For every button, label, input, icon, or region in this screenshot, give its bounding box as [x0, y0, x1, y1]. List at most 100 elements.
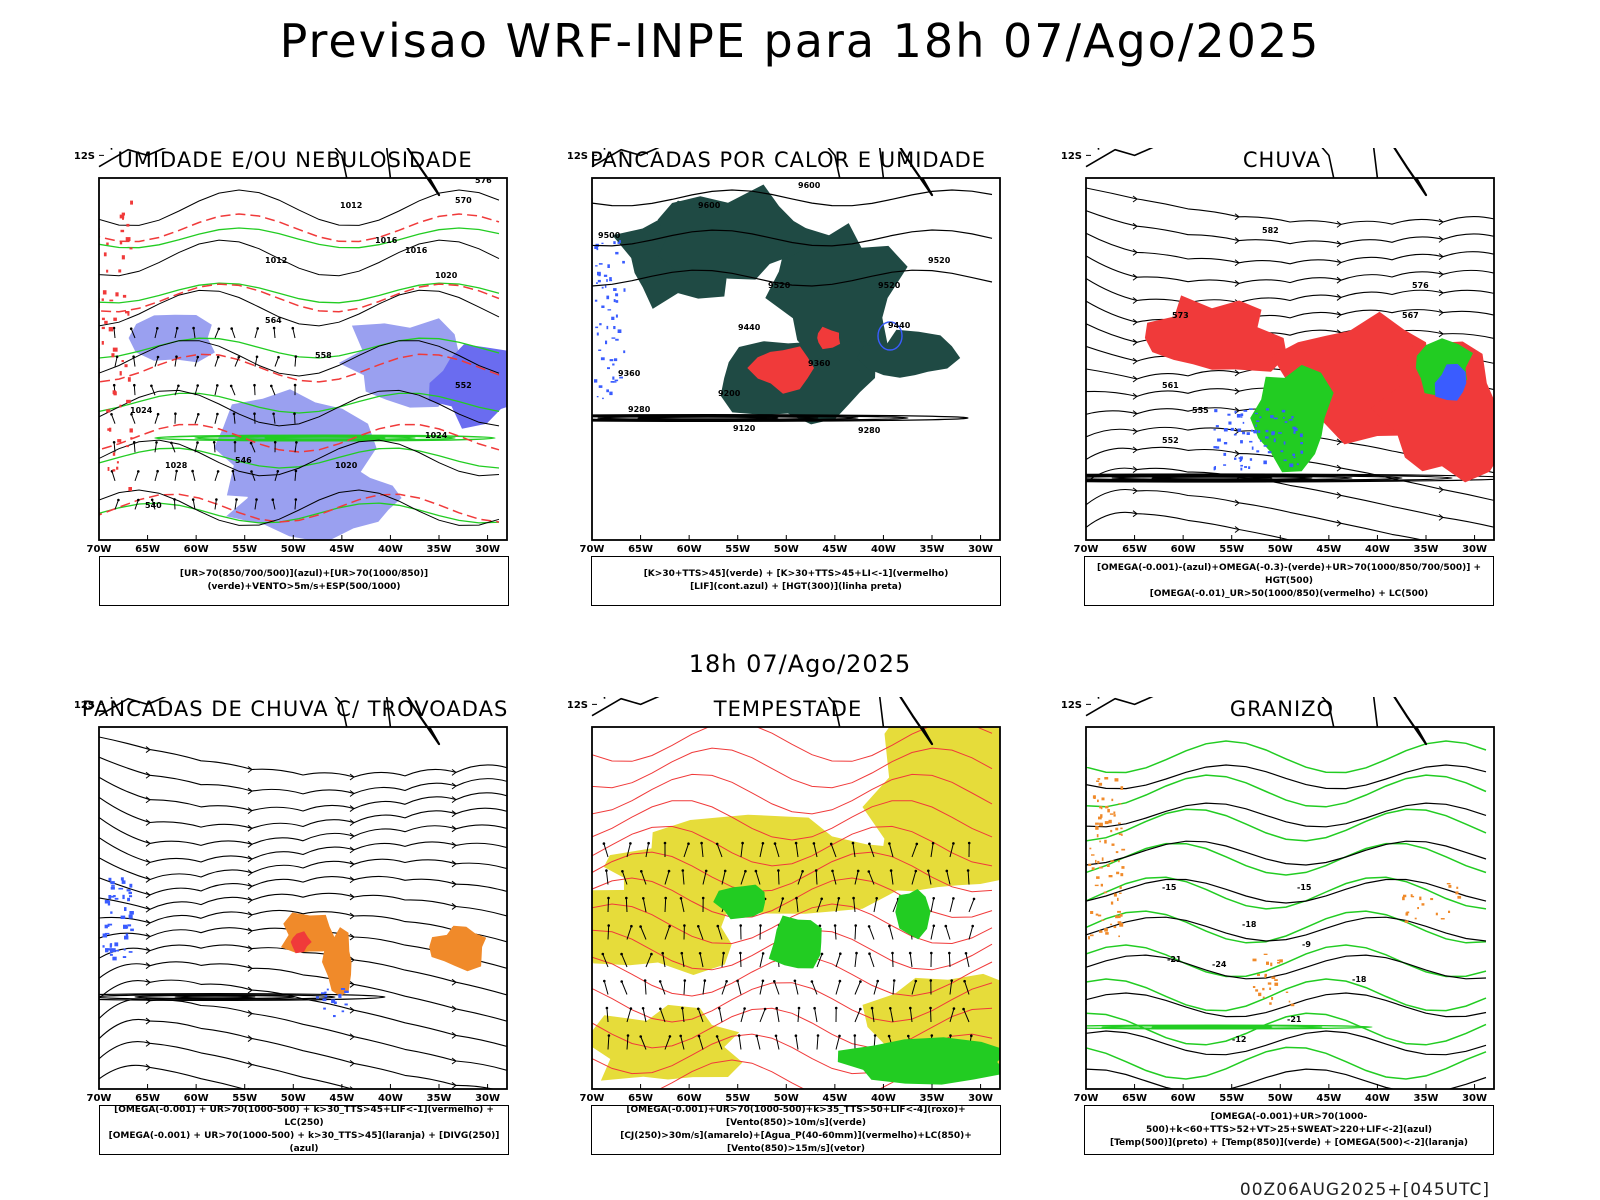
- wind-vector: [174, 470, 178, 481]
- axes: 12S15S18S21S24S27S30S33S36S39S42S70W65W6…: [568, 700, 1001, 1104]
- omega500-speck: [1277, 959, 1280, 962]
- contour-label: 9120: [733, 424, 756, 433]
- political-borders: [1085, 697, 1428, 746]
- wind-vector: [945, 925, 951, 940]
- omega-speck: [1293, 456, 1296, 458]
- wind-vector-head: [930, 951, 933, 955]
- wind-vector: [194, 442, 198, 453]
- map-tempestade[interactable]: 12S15S18S21S24S27S30S33S36S39S42S70W65W6…: [568, 697, 1008, 1107]
- hgt-contour: [592, 189, 993, 207]
- omega500-speck: [1402, 896, 1405, 901]
- red-speck: [120, 229, 125, 233]
- wind-vector: [816, 953, 823, 968]
- map-umidade[interactable]: 1012 1012 1016 1020 1024 1024 1028 1020 1016 576 5…: [75, 148, 515, 558]
- lon-label: 70W: [87, 544, 112, 555]
- streamline-arrow: [1132, 375, 1138, 383]
- hgt-contour: [592, 414, 909, 422]
- wind-vector: [717, 925, 723, 940]
- political-borders: [591, 148, 934, 197]
- red-speck: [125, 237, 131, 241]
- omega-speck: [1248, 466, 1251, 469]
- contour-label: -21: [1287, 1015, 1302, 1024]
- wind-vector: [154, 442, 157, 453]
- divergence-speck: [338, 993, 342, 998]
- thickness-contour: [99, 423, 500, 453]
- map-pancadas-trovoadas[interactable]: 12S15S18S21S24S27S30S33S36S39S42S70W65W6…: [75, 697, 515, 1107]
- wind-vector: [154, 414, 159, 424]
- panel-tempestade: TEMPESTADE 12S15S18S21S24S27S30S33S36S39…: [568, 697, 1008, 1177]
- map-pancadas-calor[interactable]: 9600 9600 9500 9520 9520 9520 9440 9440 9360 9360…: [568, 148, 1008, 558]
- omega500-speck: [1117, 921, 1122, 924]
- omega500-speck: [1115, 851, 1119, 854]
- wind-vector-head: [133, 383, 136, 387]
- contour-label: 9280: [858, 426, 881, 435]
- lif-speck: [611, 337, 616, 339]
- wind-vector: [133, 385, 136, 396]
- contour-label: 9360: [808, 359, 831, 368]
- omega500-speck: [1116, 871, 1120, 875]
- streamline: [99, 776, 507, 812]
- green-contour: [99, 227, 500, 249]
- wind-vector-head: [175, 469, 178, 473]
- hgt-contour: [592, 229, 993, 247]
- omega500-speck: [1115, 827, 1119, 831]
- wind-vector-head: [876, 979, 879, 983]
- omega-speck: [1236, 414, 1241, 418]
- omega-speck: [1246, 432, 1250, 435]
- lon-label: 70W: [1074, 1093, 1099, 1104]
- omega-speck: [1284, 421, 1288, 423]
- lon-label: 45W: [822, 544, 847, 555]
- wind-vector-head: [715, 842, 719, 846]
- streamline-arrow: [1234, 526, 1240, 533]
- contour-label: 1016: [405, 246, 428, 255]
- streamline: [99, 961, 507, 1022]
- omega-speck: [1296, 463, 1299, 466]
- wind-vector: [775, 1035, 780, 1050]
- wind-vector-head: [668, 1035, 672, 1038]
- thunderstorm-area: [322, 927, 352, 997]
- streamline-arrow: [247, 927, 253, 935]
- wind-vector-head: [834, 1006, 838, 1010]
- temp850-contour: [1086, 808, 1487, 842]
- streamline-arrow: [145, 978, 151, 986]
- streamline-arrow: [1132, 410, 1138, 418]
- wind-vector: [603, 980, 609, 995]
- streamline-arrow: [247, 807, 253, 815]
- omega500-speck: [1440, 918, 1445, 920]
- lon-label: 30W: [475, 544, 500, 555]
- streamline-arrow: [145, 962, 151, 970]
- omega500-speck: [1110, 829, 1113, 833]
- wind-vector-head: [602, 842, 606, 845]
- red-speck: [112, 452, 116, 456]
- wind-vector-head: [813, 1006, 816, 1010]
- legend-line: [OMEGA(-0.001) + UR>70(1000-500) + k>30_…: [108, 1131, 500, 1154]
- lon-label: 60W: [677, 544, 702, 555]
- wind-vector-head: [170, 441, 173, 445]
- divergence-speck: [102, 933, 107, 938]
- omega500-speck: [1104, 928, 1108, 932]
- wind-vector: [230, 385, 236, 396]
- omega500-speck: [1264, 973, 1267, 977]
- divergence-speck: [120, 915, 126, 919]
- wind-vector-head: [867, 870, 871, 873]
- map-chuva[interactable]: 58257657356756155555212S15S18S21S24S27S3…: [1062, 148, 1502, 558]
- lif-speck: [598, 263, 603, 265]
- lif-speck: [603, 274, 608, 277]
- lon-label: 55W: [1219, 1093, 1244, 1104]
- wind-vector-head: [701, 896, 705, 900]
- red-speck: [119, 214, 125, 219]
- wind-vector: [662, 953, 666, 968]
- wind-vector-head: [853, 1034, 857, 1037]
- hgt500-contour: [1086, 474, 1403, 482]
- wind-vector: [702, 980, 706, 995]
- omega500-speck: [1267, 982, 1272, 985]
- omega500-speck: [1097, 799, 1099, 803]
- divergence-speck: [128, 914, 133, 919]
- streamline-arrow: [145, 746, 151, 753]
- map-granizo[interactable]: -15-15-18-21-24-21-12-9-1812S15S18S21S24…: [1062, 697, 1502, 1107]
- wind-vector: [605, 870, 609, 885]
- field-layer: 9600 9600 9500 9520 9520 9520 9440 9440 9360 9360…: [592, 181, 993, 435]
- wind-vector-head: [930, 1034, 934, 1037]
- green-contour: [154, 434, 496, 442]
- divergence-speck: [130, 928, 134, 932]
